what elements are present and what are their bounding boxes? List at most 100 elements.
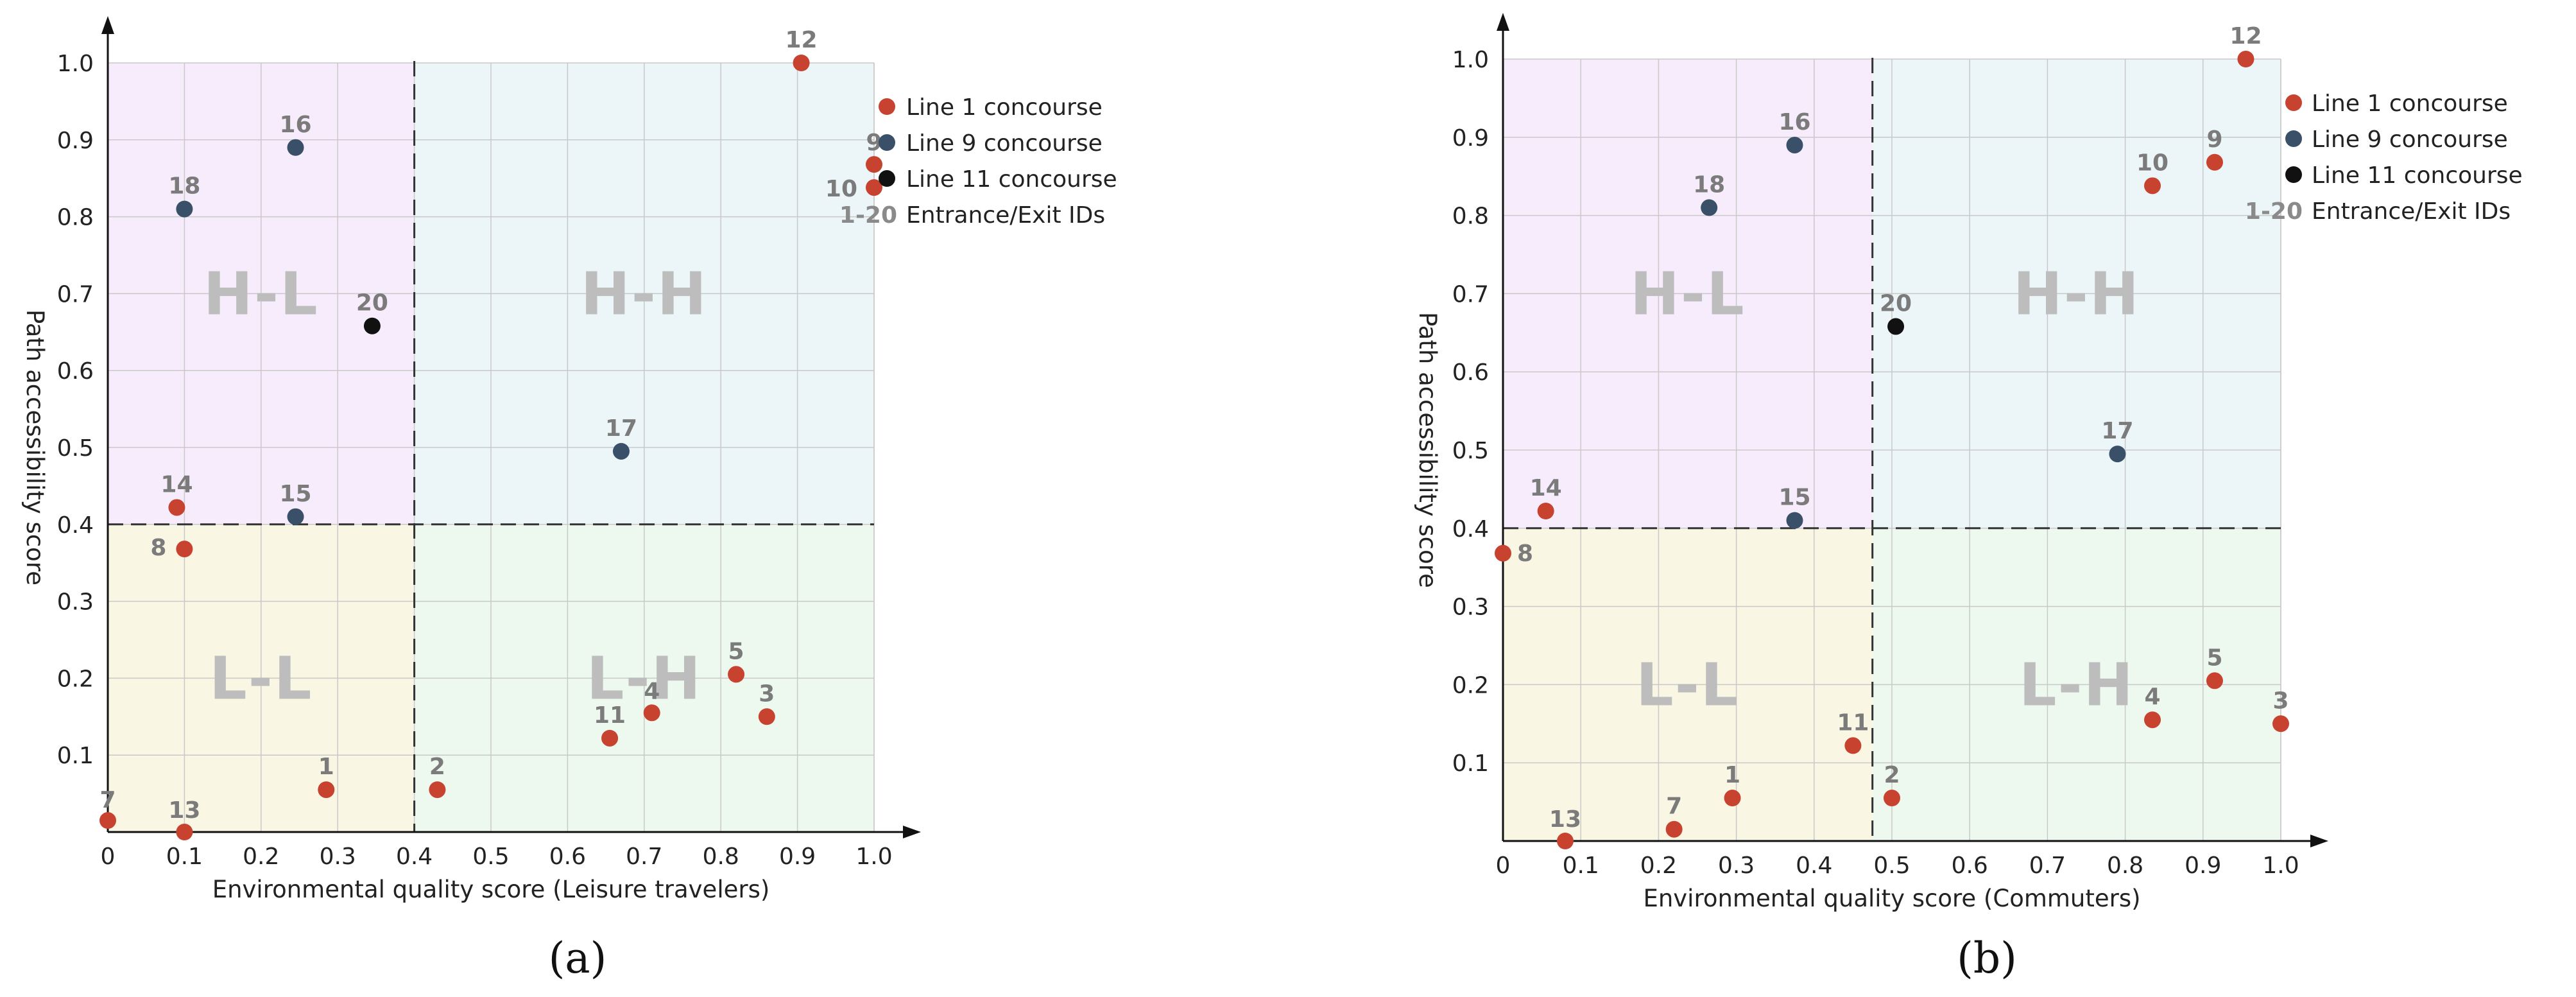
legend-marker — [879, 98, 895, 115]
legend-entry: Line 11 concourse — [2312, 162, 2523, 189]
data-point — [643, 704, 660, 722]
data-point — [363, 317, 381, 334]
data-point — [1844, 737, 1862, 754]
x-tick-label: 0.5 — [1873, 853, 1910, 879]
y-tick-label: 0.9 — [57, 128, 94, 154]
data-point — [1786, 512, 1803, 529]
legend-entry: Line 9 concourse — [906, 130, 1103, 157]
y-tick-label: 0.4 — [1452, 516, 1489, 542]
y-tick-label: 0.8 — [57, 205, 94, 231]
data-point — [2237, 51, 2254, 67]
y-tick-label: 0.7 — [1452, 281, 1489, 308]
legend-marker — [2285, 130, 2302, 147]
y-tick-label: 0.3 — [1452, 594, 1489, 621]
panel-caption: (b) — [1957, 933, 2017, 983]
y-tick-label: 0.5 — [1452, 438, 1489, 464]
legend-entry: Line 11 concourse — [906, 166, 1117, 193]
y-tick-label: 0.8 — [1452, 204, 1489, 230]
legend-id-key: 1-20 — [839, 202, 897, 229]
data-point — [1537, 503, 1554, 520]
data-point — [2144, 177, 2161, 195]
point-id-label: 10 — [2136, 150, 2168, 176]
point-id-label: 2 — [1884, 762, 1900, 788]
point-id-label: 13 — [1549, 806, 1581, 833]
data-point — [1495, 544, 1511, 562]
point-id-label: 20 — [1880, 291, 1912, 317]
point-id-label: 8 — [1517, 541, 1533, 567]
data-point — [612, 442, 630, 460]
x-tick-label: 0.3 — [1718, 853, 1755, 879]
quadrant-label-hl: H-L — [203, 259, 319, 328]
point-id-label: 3 — [2272, 688, 2288, 714]
x-tick-label: 0.1 — [1563, 853, 1599, 879]
point-id-label: 2 — [429, 754, 445, 780]
point-id-label: 11 — [594, 702, 626, 729]
y-tick-label: 0.9 — [1452, 125, 1489, 152]
data-point — [176, 541, 193, 558]
x-tick-label: 0 — [1496, 853, 1511, 879]
y-tick-label: 1.0 — [57, 51, 94, 77]
data-point — [2144, 711, 2161, 729]
y-axis-arrow — [101, 16, 114, 34]
point-id-label: 11 — [1837, 709, 1869, 736]
point-id-label: 12 — [786, 27, 818, 53]
x-tick-label: 0.4 — [396, 844, 433, 870]
data-point — [2206, 153, 2223, 171]
point-id-label: 16 — [279, 112, 311, 138]
point-id-label: 18 — [168, 173, 200, 200]
point-id-label: 14 — [160, 471, 193, 498]
data-point — [2109, 446, 2126, 463]
chart-panel-a: H-L H-H L-L L-H 0 0.1 0.2 0.3 0.4 0.5 0.6 0.7 0.8 0.9… — [21, 16, 1117, 983]
point-id-label: 17 — [2101, 418, 2133, 444]
chart-panel-b: H-L H-H L-L L-H 0 0.1 0.2 0.3 0.4 0.5 0.6 0.7 0.8 0.9… — [1414, 13, 2523, 983]
y-tick-label: 0.3 — [57, 589, 94, 616]
y-tick-label: 0.1 — [57, 743, 94, 769]
legend-entry: Line 1 concourse — [2312, 91, 2508, 117]
point-id-label: 5 — [728, 638, 744, 664]
x-tick-label: 0.6 — [1952, 853, 1988, 879]
y-tick-label: 1.0 — [1452, 47, 1489, 73]
point-id-label: 16 — [1778, 109, 1810, 135]
point-id-label: 3 — [759, 681, 775, 707]
point-id-label: 14 — [1530, 475, 1562, 501]
point-id-label: 10 — [825, 176, 857, 202]
data-point — [429, 781, 446, 799]
point-id-label: 15 — [1778, 485, 1810, 511]
point-id-label: 15 — [279, 481, 311, 507]
point-id-label: 18 — [1693, 171, 1725, 198]
x-tick-label: 0.6 — [549, 844, 586, 870]
data-point — [866, 179, 882, 196]
point-id-label: 20 — [356, 290, 388, 316]
legend-marker — [879, 134, 895, 151]
quadrant-label-lh: L-H — [2019, 650, 2134, 719]
x-tick-label: 0.7 — [626, 844, 662, 870]
x-tick-label: 0.5 — [472, 844, 509, 870]
legend-marker — [2285, 166, 2302, 183]
data-point — [176, 200, 193, 218]
y-tick-label: 0.2 — [57, 666, 94, 692]
data-point — [1724, 790, 1741, 807]
quadrant-label-hh: H-H — [581, 259, 708, 328]
data-point — [2272, 715, 2289, 733]
x-tick-label: 0 — [101, 844, 116, 870]
x-tick-label: 0.7 — [2029, 853, 2066, 879]
point-id-label: 7 — [99, 787, 116, 813]
x-tick-label: 0.9 — [2185, 853, 2221, 879]
legend-entry: Line 1 concourse — [906, 94, 1103, 121]
data-point — [1884, 790, 1900, 807]
y-tick-label: 0.1 — [1452, 750, 1489, 777]
point-id-label: 17 — [605, 415, 637, 442]
legend-marker — [879, 170, 895, 187]
point-id-label: 4 — [2144, 684, 2160, 710]
data-point — [758, 708, 775, 725]
data-point — [1556, 833, 1574, 849]
x-tick-label: 1.0 — [855, 844, 892, 870]
legend-id-label: Entrance/Exit IDs — [906, 202, 1105, 229]
point-id-label: 13 — [168, 797, 200, 824]
data-point — [601, 729, 619, 747]
legend-id-key: 1-20 — [2245, 198, 2303, 225]
data-point — [1887, 318, 1905, 335]
y-tick-label: 0.2 — [1452, 672, 1489, 698]
point-id-label: 1 — [318, 754, 334, 780]
